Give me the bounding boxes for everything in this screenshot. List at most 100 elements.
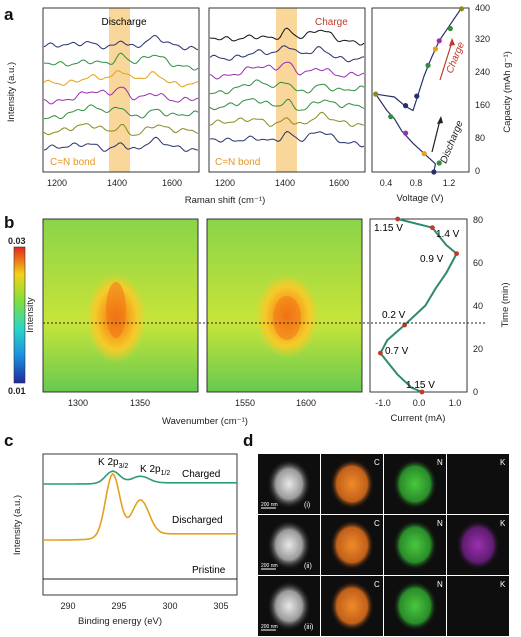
discharge-arrow: Discharge	[431, 116, 466, 165]
wavenumber-xlabel: Wavenumber (cm⁻¹)	[162, 416, 248, 427]
raman-charge-trace-6	[209, 111, 365, 127]
voltage-capacity-marker	[388, 114, 394, 120]
colorbar-label: Intensity	[25, 297, 36, 333]
eds-tile-bg	[447, 454, 509, 514]
current-xlabel: Current (mA)	[391, 413, 446, 424]
heatmap-left-frame	[42, 218, 199, 393]
xps-tick-295: 295	[111, 601, 126, 611]
eds-element-label: K	[500, 458, 506, 467]
heatmap-left-tick-1350: 1350	[130, 398, 150, 408]
raman-charge-spectra	[209, 27, 365, 148]
raman-right-tick-1400: 1400	[275, 178, 295, 188]
current-time-marker	[402, 322, 407, 328]
current-time-line	[379, 218, 458, 393]
current-time-marker	[419, 389, 425, 395]
current-time-marker	[378, 350, 383, 356]
raman-discharge-trace-1	[43, 34, 199, 51]
voltage-capacity-marker	[432, 46, 438, 52]
xps-frame	[42, 453, 238, 596]
voltage-capacity-marker	[458, 6, 465, 12]
colorbar-min: 0.01	[8, 386, 26, 396]
raman-left-tick-1200: 1200	[47, 178, 67, 188]
raman-discharge-spectra	[43, 34, 199, 152]
voltage-capacity-marker	[403, 130, 409, 136]
eds-element-label: N	[437, 458, 443, 467]
charge-title: Charge	[315, 17, 348, 28]
discharge-bond-label: C=N bond	[50, 157, 95, 168]
time-tick-20: 20	[473, 344, 483, 354]
voltage-capacity-curve	[373, 6, 465, 175]
current-tick-1: 1.0	[449, 398, 462, 408]
heatmap-right-tick-1600: 1600	[296, 398, 316, 408]
raman-right-tick-1200: 1200	[215, 178, 235, 188]
heatmap-right-frame	[206, 218, 363, 393]
xps-discharged-trace	[43, 472, 237, 541]
annotation-voltage-5: 0.7 V	[385, 346, 409, 357]
voltage-tick-0.8: 0.8	[410, 178, 423, 188]
current-time-marker	[395, 216, 401, 222]
charge-highlight-band	[276, 8, 297, 172]
raman-charge-frame	[208, 7, 366, 173]
raman-discharge-trace-7	[43, 136, 199, 152]
capacity-tick-320: 320	[475, 34, 490, 44]
voltage-capacity-marker	[436, 160, 442, 166]
panel-label-a: a	[4, 5, 14, 24]
capacity-tick-80: 80	[475, 133, 485, 143]
raman-charge-trace-3	[209, 61, 365, 80]
charge-arrow-label: Charge	[445, 40, 468, 75]
eds-tile-particle	[330, 520, 374, 570]
raman-right-tick-1600: 1600	[329, 178, 349, 188]
raman-discharge-trace-3	[43, 70, 199, 88]
heatmap-right-core	[273, 296, 301, 340]
panel-label-c: c	[4, 431, 13, 450]
eds-element-label: N	[437, 519, 443, 528]
panel-label-d: d	[243, 431, 253, 450]
discharge-title: Discharge	[101, 17, 146, 28]
eds-row-label: (i)	[304, 502, 310, 509]
raman-ylabel: Intensity (a.u.)	[6, 62, 17, 122]
current-time-frame	[369, 218, 468, 393]
eds-tile-particle	[456, 520, 500, 570]
time-tick-40: 40	[473, 301, 483, 311]
heatmap-left-tick-1300: 1300	[68, 398, 88, 408]
capacity-ylabel: Capacity (mAh g⁻¹)	[502, 51, 513, 133]
raman-discharge-trace-2	[43, 52, 199, 71]
current-time-marker	[454, 251, 459, 256]
xps-spectra	[43, 470, 237, 580]
raman-left-tick-1400: 1400	[107, 178, 127, 188]
colorbar-max: 0.03	[8, 236, 26, 246]
time-tick-0: 0	[473, 387, 478, 397]
voltage-capacity-frame	[371, 7, 470, 173]
raman-charge-trace-2	[209, 45, 365, 63]
capacity-tick-160: 160	[475, 100, 490, 110]
scale-bar-label: 200 nm	[261, 502, 278, 508]
annotation-voltage-2: 1.4 V	[436, 229, 460, 240]
discharge-arrow-label: Discharge	[439, 119, 466, 165]
annotation-voltage-1: 1.15 V	[374, 223, 403, 234]
voltage-xlabel: Voltage (V)	[397, 193, 444, 204]
voltage-capacity-marker	[403, 103, 409, 109]
xps-pristine-label: Pristine	[192, 565, 226, 576]
time-tick-60: 60	[473, 258, 483, 268]
time-ylabel: Time (min)	[500, 282, 511, 327]
eds-tile-particle	[267, 520, 311, 570]
current-time-marker	[430, 225, 435, 231]
voltage-tick-1.2: 1.2	[443, 178, 456, 188]
scale-bar-label: 200 nm	[261, 563, 278, 569]
charge-arrow: Charge	[439, 38, 468, 81]
voltage-capacity-marker	[447, 25, 453, 32]
xps-peak2-label: K 2p1/2	[140, 464, 170, 477]
eds-tile-particle	[330, 581, 374, 631]
raman-charge-trace-4	[209, 79, 365, 95]
eds-tile-particle	[267, 581, 311, 631]
current-tick-minus1: -1.0	[375, 398, 391, 408]
current-time-curve	[378, 216, 459, 395]
raman-charge-trace-1	[209, 27, 365, 46]
raman-charge-trace-7	[210, 130, 365, 148]
eds-element-label: K	[500, 519, 506, 528]
eds-row-label: (ii)	[304, 563, 312, 570]
voltage-capacity-marker	[421, 151, 427, 157]
xps-peak1-label: K 2p3/2	[98, 457, 128, 470]
voltage-capacity-marker	[436, 38, 442, 44]
